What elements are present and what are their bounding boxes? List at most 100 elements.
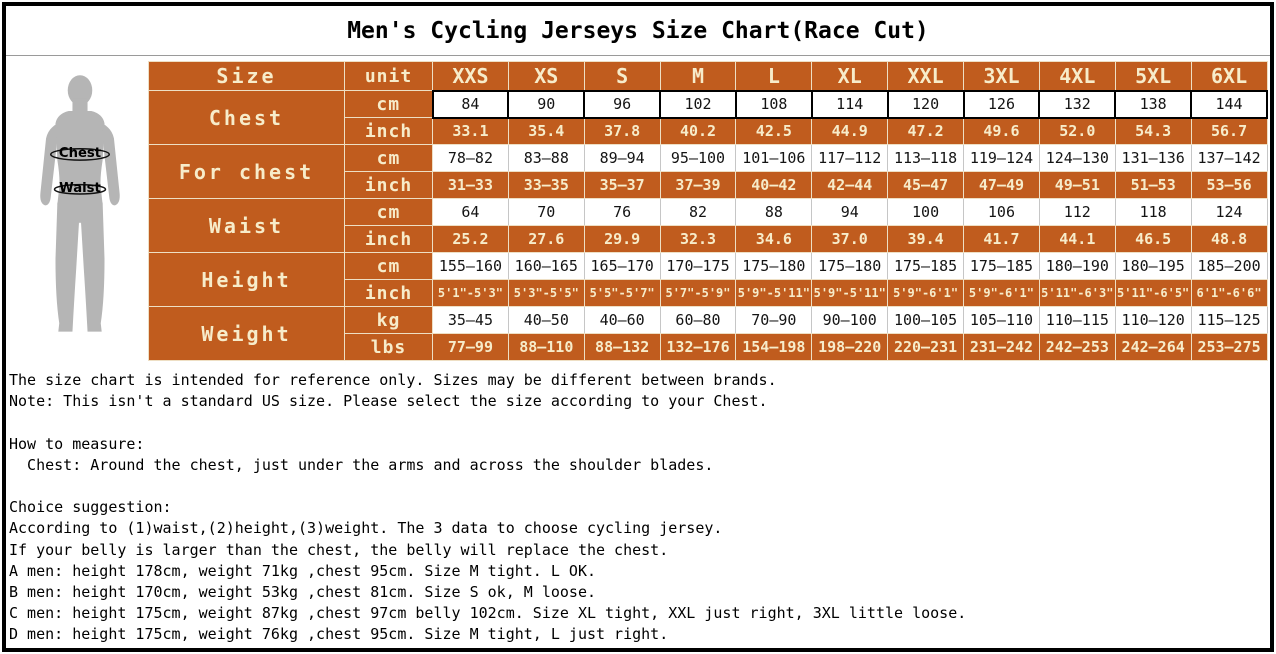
page-title: Men's Cycling Jerseys Size Chart(Race Cu… bbox=[6, 6, 1270, 56]
size-header-cell: 3XL bbox=[963, 61, 1040, 91]
value-cell: 54.3 bbox=[1114, 117, 1192, 145]
size-chart-table: Size unit XXS XS S M L XL XXL 3XL 4XL 5XL 6XL Chest c… bbox=[148, 61, 1268, 361]
silhouette-right-arm bbox=[102, 123, 120, 206]
value-cell: 126 bbox=[962, 89, 1041, 119]
value-cell: 35–37 bbox=[583, 171, 661, 199]
value-cell: 5'9"-6'1" bbox=[887, 279, 965, 307]
value-cell: 31–33 bbox=[432, 171, 509, 199]
table-row: inch 31–33 33–35 35–37 37–39 40–42 42–44 45–47 4… bbox=[149, 171, 1268, 199]
value-cell: 5'3"-5'5" bbox=[507, 279, 585, 307]
value-cell: 180–190 bbox=[1038, 252, 1116, 280]
size-column-header: Size bbox=[148, 61, 345, 91]
row-label: Chest bbox=[148, 90, 345, 145]
note-line: If your belly is larger than the chest, … bbox=[9, 540, 669, 559]
value-cell: 220–231 bbox=[887, 333, 965, 361]
value-cell: 120 bbox=[886, 89, 965, 119]
row-label: Height bbox=[148, 252, 345, 307]
value-cell: 185–200 bbox=[1190, 252, 1268, 280]
value-cell: 33.1 bbox=[432, 117, 509, 145]
value-cell: 77–99 bbox=[432, 333, 509, 361]
value-cell: 46.5 bbox=[1114, 225, 1192, 253]
value-cell: 88 bbox=[735, 198, 813, 226]
value-cell: 40–50 bbox=[507, 306, 585, 334]
value-cell: 124–130 bbox=[1038, 144, 1116, 172]
note-line: Chest: Around the chest, just under the … bbox=[9, 455, 714, 474]
value-cell: 60–80 bbox=[659, 306, 737, 334]
value-cell: 137–142 bbox=[1190, 144, 1268, 172]
table-row: lbs 77–99 88–110 88–132 132–176 154–198 198–22… bbox=[149, 333, 1268, 361]
value-cell: 42.5 bbox=[735, 117, 813, 145]
value-cell: 88–132 bbox=[583, 333, 661, 361]
value-cell: 5'9"-5'11" bbox=[811, 279, 889, 307]
value-cell: 88–110 bbox=[507, 333, 585, 361]
value-cell: 115–125 bbox=[1190, 306, 1268, 334]
value-cell: 170–175 bbox=[659, 252, 737, 280]
value-cell: 154–198 bbox=[735, 333, 813, 361]
figure-waist-label: Waist bbox=[59, 181, 101, 196]
value-cell: 51–53 bbox=[1114, 171, 1192, 199]
unit-cell: inch bbox=[344, 225, 433, 253]
unit-cell: cm bbox=[344, 252, 433, 280]
table-row: inch 25.2 27.6 29.9 32.3 34.6 37.0 39.4 41.7 44.1… bbox=[149, 225, 1268, 253]
value-cell: 70–90 bbox=[735, 306, 813, 334]
value-cell: 175–180 bbox=[811, 252, 889, 280]
size-header-cell: L bbox=[735, 61, 813, 91]
value-cell: 110–120 bbox=[1114, 306, 1192, 334]
value-cell: 39.4 bbox=[887, 225, 965, 253]
value-cell: 132–176 bbox=[659, 333, 737, 361]
value-cell: 175–185 bbox=[963, 252, 1040, 280]
table-row: Height cm 155–160 160–165 165–170 170–175 175–… bbox=[148, 252, 1268, 307]
value-cell: 53–56 bbox=[1190, 171, 1268, 199]
value-cell: 105–110 bbox=[963, 306, 1040, 334]
unit-cell: inch bbox=[344, 117, 433, 145]
note-line bbox=[9, 412, 1267, 433]
value-cell: 253–275 bbox=[1190, 333, 1268, 361]
value-cell: 40–42 bbox=[735, 171, 813, 199]
size-header-cell: S bbox=[583, 61, 661, 91]
value-cell: 35–45 bbox=[432, 306, 509, 334]
table-row: Weight kg 35–45 40–50 40–60 60–80 70–90 90–100 1… bbox=[148, 306, 1268, 361]
value-cell: 138 bbox=[1114, 89, 1193, 119]
unit-column-header: unit bbox=[344, 61, 433, 91]
value-cell: 47–49 bbox=[963, 171, 1040, 199]
value-cell: 76 bbox=[583, 198, 661, 226]
value-cell: 180–195 bbox=[1114, 252, 1192, 280]
row-label: Waist bbox=[148, 198, 345, 253]
value-cell: 89–94 bbox=[583, 144, 661, 172]
value-cell: 40–60 bbox=[583, 306, 661, 334]
value-cell: 100 bbox=[887, 198, 965, 226]
note-line: The size chart is intended for reference… bbox=[9, 371, 777, 389]
value-cell: 37.8 bbox=[583, 117, 661, 145]
value-cell: 48.8 bbox=[1190, 225, 1268, 253]
value-cell: 155–160 bbox=[432, 252, 509, 280]
note-line: B men: height 170cm, weight 53kg ,chest … bbox=[9, 583, 596, 602]
value-cell: 118 bbox=[1114, 198, 1192, 226]
value-cell: 5'11"-6'3" bbox=[1038, 279, 1116, 307]
silhouette-neck bbox=[72, 98, 88, 112]
value-cell: 132 bbox=[1038, 89, 1117, 119]
value-cell: 90–100 bbox=[811, 306, 889, 334]
value-cell: 5'9"-6'1" bbox=[963, 279, 1040, 307]
size-header-cell: 6XL bbox=[1190, 61, 1268, 91]
value-cell: 49.6 bbox=[963, 117, 1040, 145]
unit-cell: lbs bbox=[344, 333, 433, 361]
value-cell: 242–264 bbox=[1114, 333, 1192, 361]
value-cell: 101–106 bbox=[735, 144, 813, 172]
value-cell: 37–39 bbox=[659, 171, 737, 199]
unit-cell: cm bbox=[344, 144, 433, 172]
value-cell: 33–35 bbox=[507, 171, 585, 199]
unit-cell: kg bbox=[344, 306, 433, 334]
silhouette-left-arm bbox=[40, 123, 58, 206]
value-cell: 52.0 bbox=[1038, 117, 1116, 145]
value-cell: 94 bbox=[811, 198, 889, 226]
value-cell: 112 bbox=[1038, 198, 1116, 226]
value-cell: 64 bbox=[432, 198, 509, 226]
table-row: Chest cm 84 90 96 102 108 114 120 126 132 138 144 bbox=[148, 89, 1268, 145]
value-cell: 44.1 bbox=[1038, 225, 1116, 253]
value-cell: 5'11"-6'5" bbox=[1114, 279, 1192, 307]
value-cell: 34.6 bbox=[735, 225, 813, 253]
value-cell: 231–242 bbox=[963, 333, 1040, 361]
value-cell: 175–185 bbox=[887, 252, 965, 280]
unit-cell: inch bbox=[344, 279, 433, 307]
